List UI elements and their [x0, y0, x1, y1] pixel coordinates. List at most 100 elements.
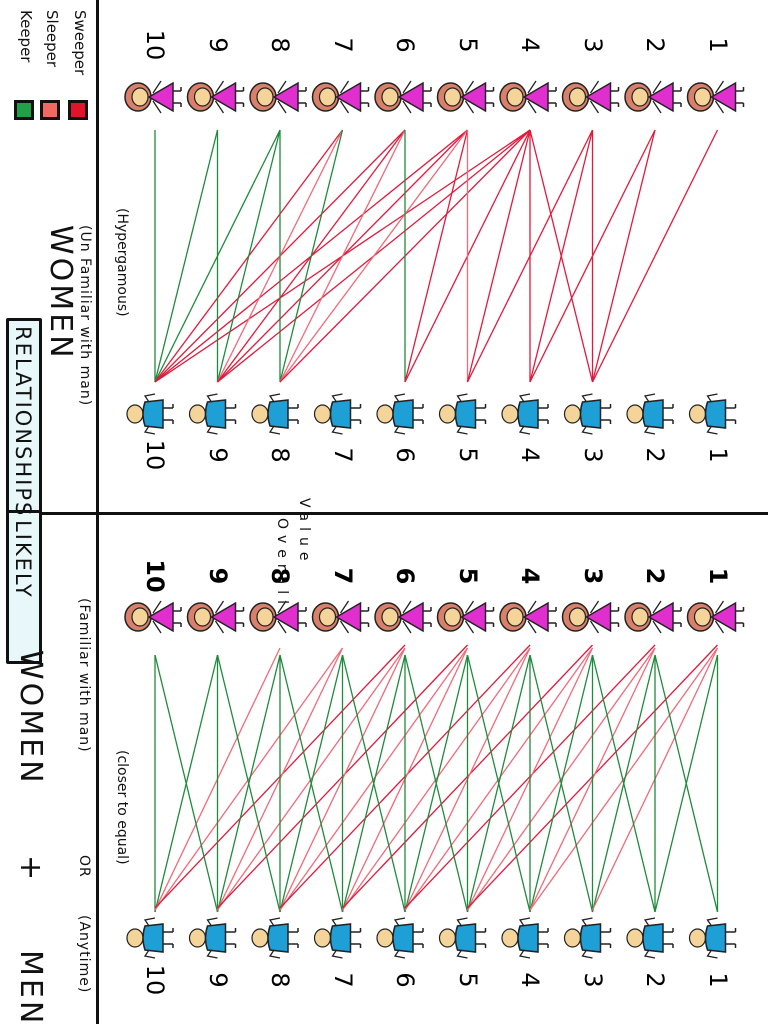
man-figure-familiar-7: [313, 917, 362, 959]
man-figure-unfamiliar-7: [313, 393, 362, 435]
woman-rank-label: 8: [266, 567, 294, 585]
woman-figure-familiar-10: [124, 600, 182, 634]
woman-rank-label: 7: [328, 567, 357, 585]
man-rank-label: 3: [578, 447, 607, 463]
man-rank-label: 3: [578, 972, 607, 988]
man-rank-label: 7: [328, 972, 357, 988]
woman-figure-familiar-8: [249, 600, 307, 634]
woman-figure-unfamiliar-10: [124, 80, 182, 114]
man-rank-label: 4: [516, 972, 544, 988]
man-rank-label: 9: [203, 972, 232, 988]
connection-line-keeper: [216, 129, 281, 383]
woman-figure-familiar-5: [436, 600, 495, 634]
woman-figure-familiar-6: [374, 600, 432, 634]
man-figure-familiar-5: [438, 917, 487, 959]
woman-rank-label: 1: [703, 37, 732, 53]
connection-line-keeper: [154, 654, 219, 913]
woman-figure-familiar-9: [186, 600, 245, 634]
connection-line-keeper: [654, 654, 719, 913]
woman-rank-label: 4: [516, 37, 544, 53]
connection-line-sweeper: [466, 129, 531, 383]
man-rank-label: 8: [266, 972, 294, 988]
woman-rank-label: 7: [328, 37, 357, 53]
connection-line-sleeper: [216, 647, 406, 911]
woman-figure-unfamiliar-6: [374, 80, 432, 114]
woman-rank-label: 2: [641, 567, 669, 585]
man-rank-label: 6: [391, 447, 419, 463]
connection-line-sleeper: [279, 647, 469, 911]
man-figure-familiar-1: [688, 917, 737, 959]
connection-line-sleeper: [404, 647, 594, 911]
man-rank-label: 6: [391, 972, 419, 988]
man-figure-familiar-2: [626, 917, 674, 959]
woman-rank-label: 5: [453, 567, 482, 585]
woman-figure-unfamiliar-2: [624, 80, 682, 114]
connection-line-sleeper: [466, 647, 656, 911]
connection-line-sweeper: [591, 129, 656, 383]
connection-line-keeper: [216, 654, 281, 913]
connection-line-keeper: [529, 654, 594, 913]
man-figure-familiar-10: [126, 917, 174, 959]
legend-swatch-sleeper: [40, 100, 60, 120]
man-figure-unfamiliar-2: [626, 393, 674, 435]
woman-rank-label: 10: [141, 559, 169, 593]
man-figure-familiar-9: [188, 917, 237, 959]
man-figure-unfamiliar-1: [688, 393, 737, 435]
woman-figure-unfamiliar-4: [499, 80, 557, 114]
woman-figure-unfamiliar-8: [249, 80, 307, 114]
woman-rank-label: 4: [516, 567, 544, 585]
woman-figure-familiar-7: [311, 600, 370, 634]
woman-rank-label: 9: [203, 37, 232, 53]
woman-rank-label: 3: [578, 567, 607, 585]
connection-line-sweeper: [591, 129, 719, 383]
woman-rank-label: 1: [703, 567, 732, 585]
man-figure-unfamiliar-3: [563, 393, 612, 435]
woman-figure-unfamiliar-5: [436, 80, 495, 114]
woman-rank-label: 5: [453, 37, 482, 53]
man-figure-familiar-4: [501, 917, 549, 959]
woman-figure-unfamiliar-9: [186, 80, 245, 114]
woman-rank-label: 8: [266, 37, 294, 53]
connection-line-keeper: [341, 654, 406, 913]
man-figure-unfamiliar-8: [251, 393, 299, 435]
man-rank-label: 7: [328, 447, 357, 463]
connection-line-keeper: [591, 654, 656, 913]
man-figure-unfamiliar-5: [438, 393, 487, 435]
man-rank-label: 10: [141, 964, 169, 996]
man-rank-label: 2: [641, 447, 669, 463]
man-figure-familiar-8: [251, 917, 299, 959]
man-figure-familiar-3: [563, 917, 612, 959]
woman-rank-label: 6: [391, 37, 419, 53]
connection-line-sleeper: [154, 647, 344, 911]
connection-line-keeper: [154, 129, 219, 383]
connection-line-keeper: [404, 654, 469, 913]
man-figure-unfamiliar-9: [188, 393, 237, 435]
connection-line-sleeper: [341, 647, 531, 911]
man-figure-familiar-6: [376, 917, 424, 959]
woman-figure-familiar-4: [499, 600, 557, 634]
man-figure-unfamiliar-10: [126, 393, 174, 435]
woman-figure-familiar-1: [686, 600, 745, 634]
man-figure-unfamiliar-4: [501, 393, 549, 435]
connection-line-sleeper: [279, 129, 469, 383]
man-rank-label: 5: [453, 972, 482, 988]
legend-swatch-keeper: [14, 100, 34, 120]
connection-line-sweeper: [529, 129, 594, 383]
man-figure-unfamiliar-6: [376, 393, 424, 435]
man-rank-label: 5: [453, 447, 482, 463]
man-rank-label: 1: [703, 447, 732, 463]
connection-line-sweeper: [404, 129, 469, 383]
legend-swatch-sweeper: [68, 100, 88, 120]
man-rank-label: 2: [641, 972, 669, 988]
connection-line-keeper: [466, 654, 531, 913]
connection-line-keeper: [279, 654, 344, 913]
connection-line-keeper: [279, 129, 344, 383]
woman-rank-label: 3: [578, 37, 607, 53]
man-rank-label: 1: [703, 972, 732, 988]
woman-figure-unfamiliar-3: [561, 80, 620, 114]
woman-rank-label: 2: [641, 37, 669, 53]
panel-divider: [36, 512, 768, 515]
